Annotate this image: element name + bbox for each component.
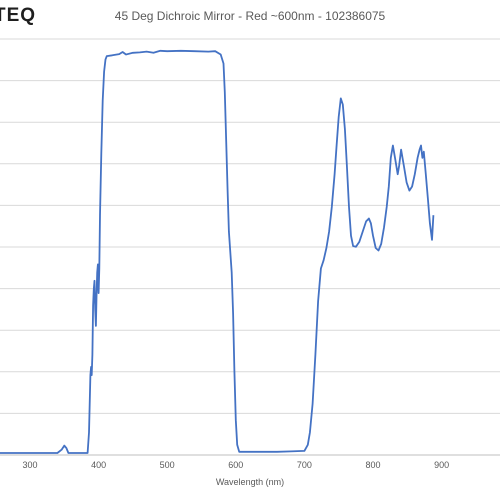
chart-title: 45 Deg Dichroic Mirror - Red ~600nm - 10…	[114, 9, 386, 23]
reflectance-series-line	[0, 49, 435, 454]
x-axis-label: Wavelength (nm)	[215, 477, 285, 487]
brand-logo: TEQ	[0, 5, 37, 26]
x-tick-label: 800	[365, 460, 380, 470]
x-tick-label: 400	[91, 460, 106, 470]
x-tick-label: 700	[297, 460, 312, 470]
x-tick-label: 600	[228, 460, 243, 470]
x-tick-label: 300	[22, 460, 37, 470]
x-tick-label: 900	[434, 460, 449, 470]
x-tick-label: 500	[160, 460, 175, 470]
